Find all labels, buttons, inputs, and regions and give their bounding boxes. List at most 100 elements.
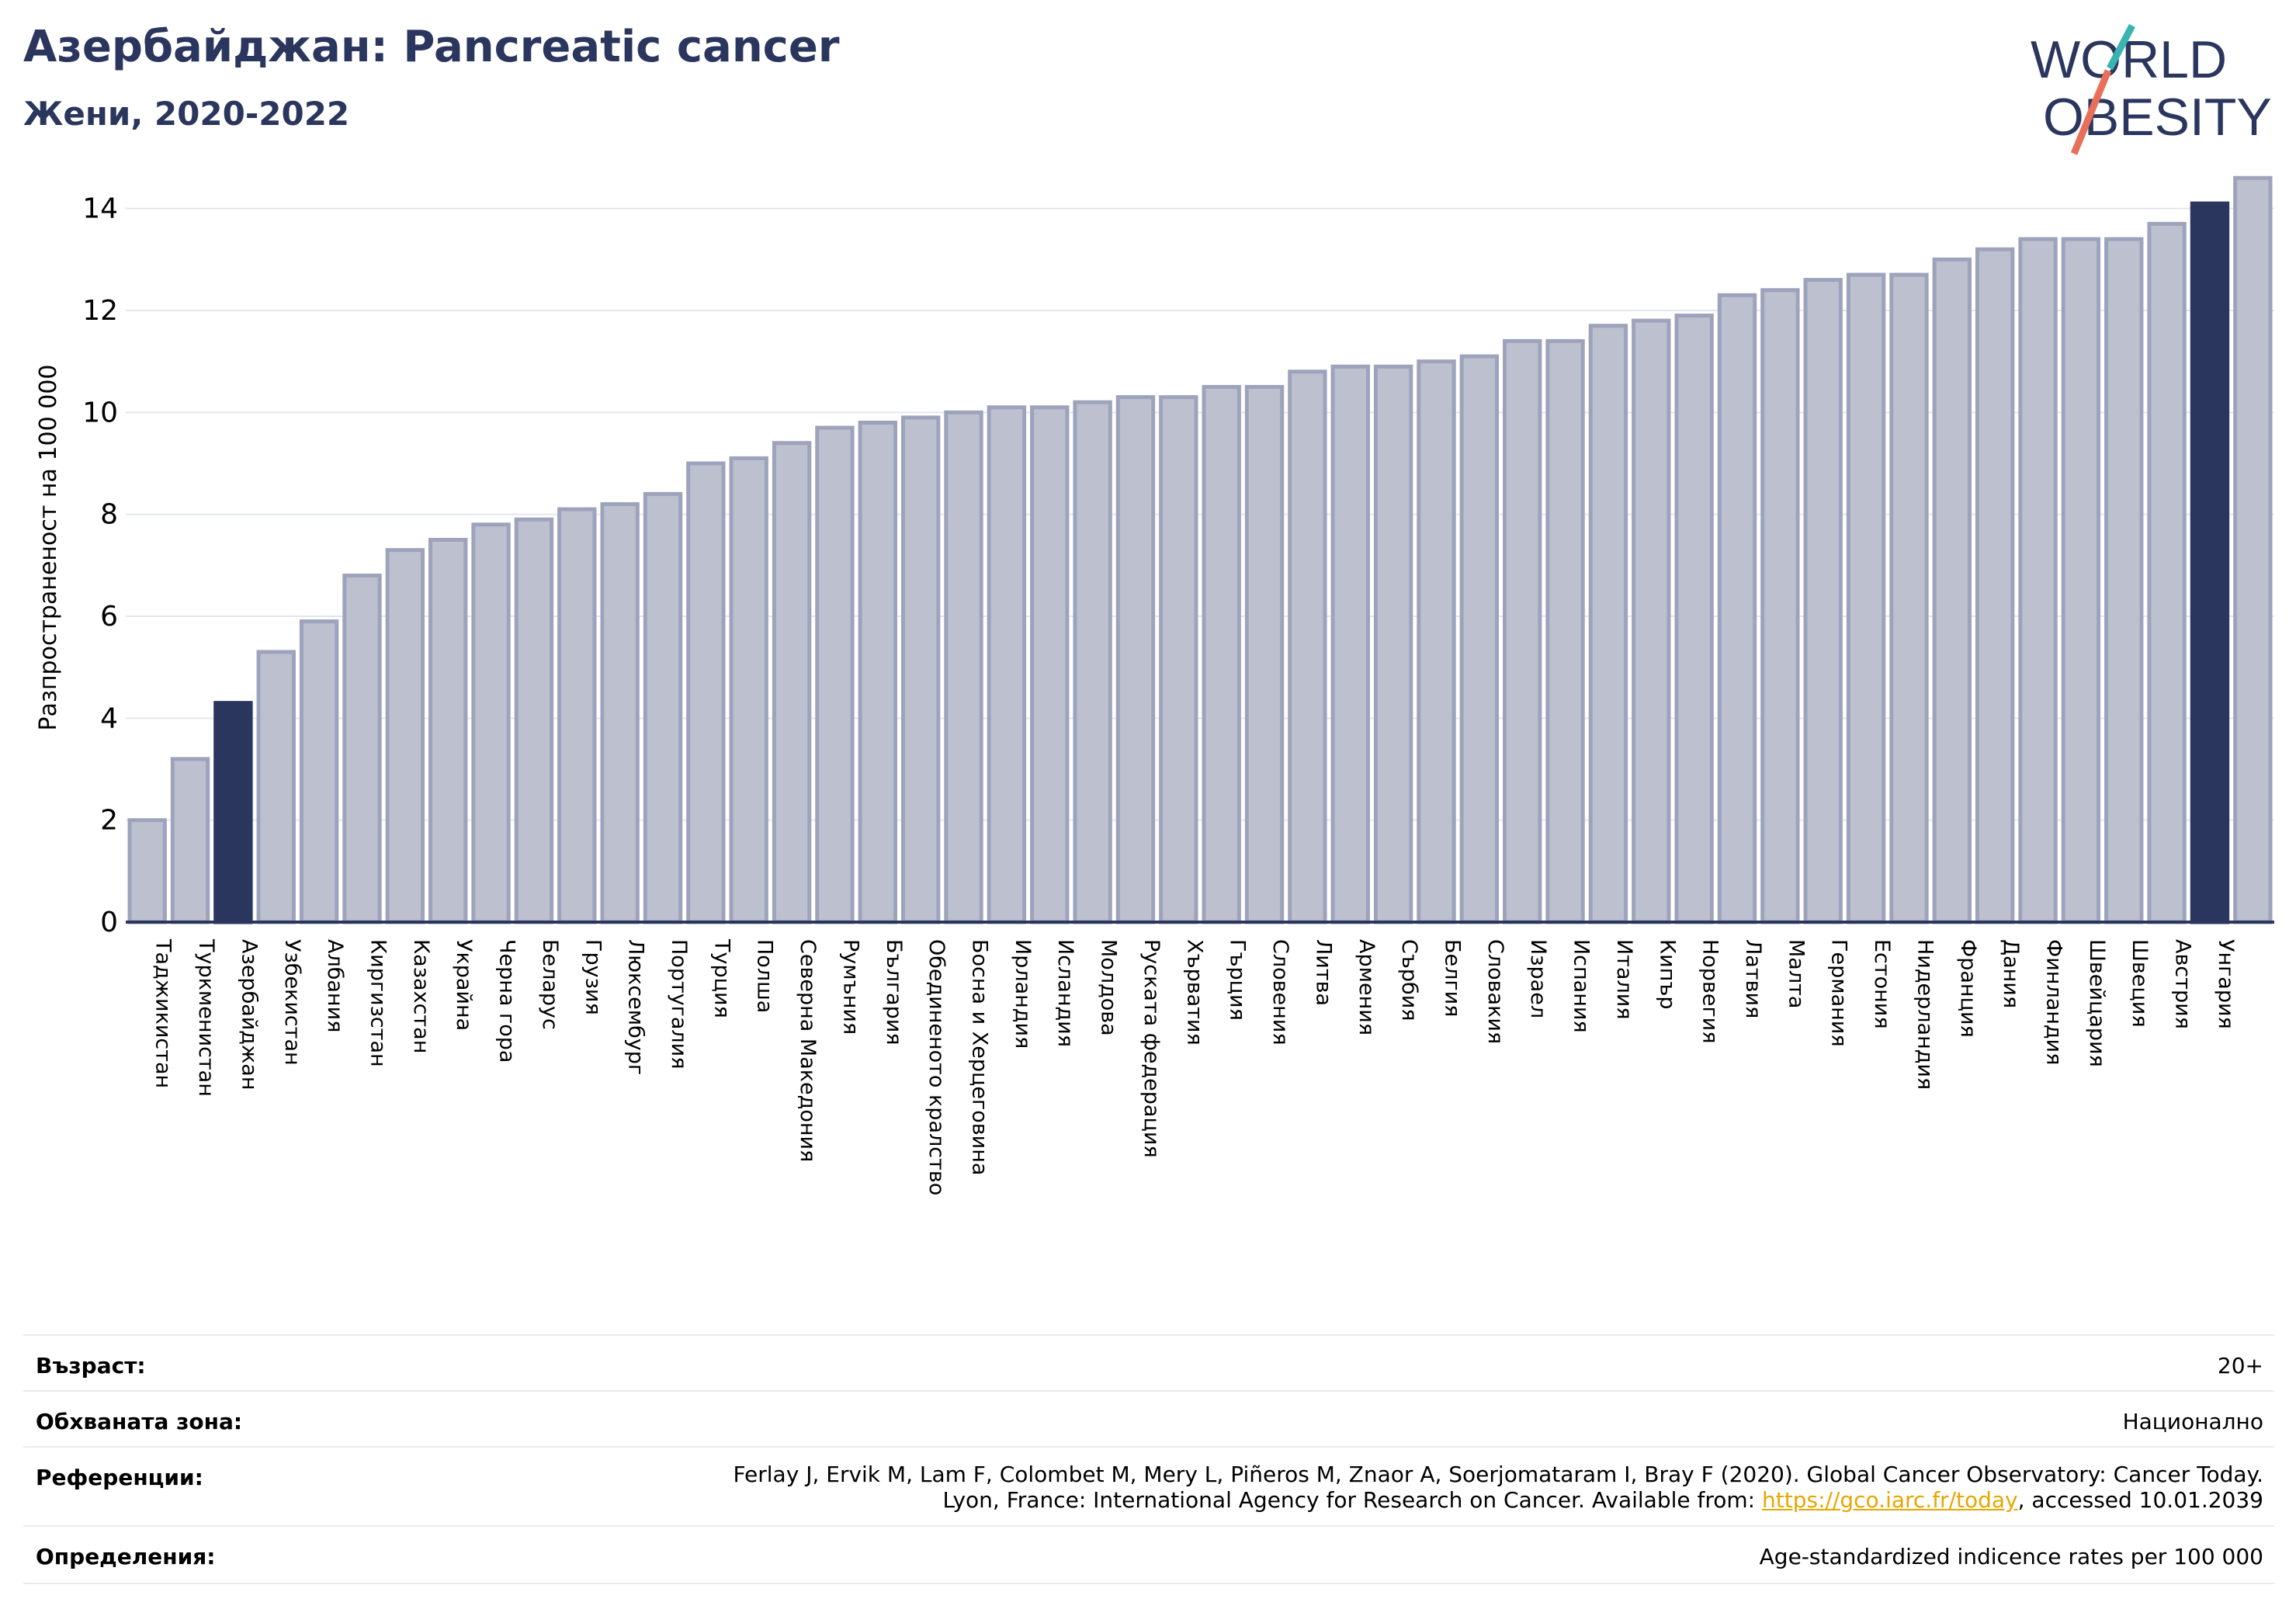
bar bbox=[1417, 359, 1456, 924]
x-tick-label: Естония bbox=[1870, 939, 1894, 1029]
bar bbox=[600, 502, 640, 924]
bar bbox=[170, 757, 210, 924]
x-tick-label: Исландия bbox=[1053, 939, 1077, 1047]
x-tick-label: Германия bbox=[1827, 939, 1851, 1047]
page-title: Азербайджан: Pancreatic cancer bbox=[23, 22, 840, 72]
references-line2-pre: Lyon, France: International Agency for R… bbox=[942, 1487, 1762, 1513]
x-tick-label: Туркменистан bbox=[194, 938, 218, 1097]
bar bbox=[299, 619, 339, 924]
bar bbox=[256, 650, 296, 924]
age-label: Възраст: bbox=[36, 1353, 146, 1379]
x-tick-label: Беларус bbox=[538, 939, 562, 1030]
y-tick-label: 2 bbox=[100, 805, 118, 837]
bar bbox=[815, 425, 855, 924]
x-tick-label: Сърбия bbox=[1397, 939, 1421, 1021]
bar bbox=[1760, 288, 1800, 924]
bar bbox=[1288, 369, 1327, 924]
x-tick-label: Кипър bbox=[1655, 939, 1679, 1010]
x-tick-label: Италия bbox=[1612, 939, 1636, 1020]
x-tick-label: Ирландия bbox=[1011, 939, 1035, 1049]
bar bbox=[1889, 272, 1929, 924]
x-tick-label: Испания bbox=[1569, 939, 1594, 1033]
x-tick-label: Португалия bbox=[667, 939, 691, 1069]
bar bbox=[2018, 237, 2058, 924]
bar bbox=[2061, 237, 2101, 924]
bar bbox=[1674, 314, 1714, 924]
bar bbox=[127, 818, 167, 924]
references-line1: Ferlay J, Ervik M, Lam F, Colombet M, Me… bbox=[733, 1462, 2263, 1487]
x-tick-label: Азербайджан bbox=[237, 939, 261, 1091]
x-axis-labels: Таджикистан Туркменистан Азербайджан Узбеки… bbox=[151, 938, 2238, 1195]
x-tick-label: Украйна bbox=[452, 939, 476, 1031]
definitions-label: Определения: bbox=[36, 1544, 216, 1569]
world-obesity-logo: WORLD OBESITY bbox=[2031, 23, 2272, 155]
y-tick-label: 12 bbox=[82, 295, 118, 327]
bar bbox=[729, 456, 768, 924]
x-tick-label: Хърватия bbox=[1182, 939, 1206, 1046]
bar bbox=[1632, 318, 1671, 924]
x-tick-label: Норвегия bbox=[1698, 939, 1722, 1043]
bar bbox=[1202, 385, 1241, 924]
bar bbox=[1030, 405, 1070, 924]
x-tick-label: Дания bbox=[1999, 939, 2023, 1008]
bar bbox=[342, 573, 382, 924]
bar bbox=[1459, 354, 1500, 924]
x-tick-label: Обединеното кралство bbox=[924, 939, 949, 1195]
x-tick-label: Румъния bbox=[838, 939, 862, 1035]
bar bbox=[1932, 257, 1972, 924]
y-tick-label: 4 bbox=[100, 702, 118, 734]
bar bbox=[858, 420, 897, 924]
bar bbox=[1244, 385, 1285, 924]
references-value: Ferlay J, Ervik M, Lam F, Colombet M, Me… bbox=[733, 1462, 2263, 1513]
y-axis-label: Разпространеност на 100 000 bbox=[35, 365, 62, 731]
x-tick-label: Финландия bbox=[2042, 939, 2066, 1065]
meta-row-definitions: Определения: Age-standardized indicence … bbox=[23, 1525, 2274, 1584]
bar bbox=[2104, 237, 2144, 924]
x-tick-label: Израел bbox=[1526, 939, 1550, 1018]
bar bbox=[213, 701, 253, 924]
meta-row-references: Референции: Ferlay J, Ervik M, Lam F, Co… bbox=[23, 1446, 2274, 1525]
x-tick-label: Узбекистан bbox=[280, 939, 304, 1066]
page-subtitle: Жени, 2020-2022 bbox=[23, 95, 350, 133]
x-tick-label: Словакия bbox=[1483, 939, 1507, 1044]
logo-line1: WORLD bbox=[2031, 30, 2227, 89]
bar bbox=[471, 522, 511, 924]
definitions-value: Age-standardized indicence rates per 100… bbox=[1759, 1544, 2263, 1569]
bar bbox=[385, 548, 425, 924]
x-tick-label: Малта bbox=[1784, 939, 1808, 1008]
bar bbox=[428, 538, 468, 924]
x-tick-label: Черна гора bbox=[495, 939, 519, 1063]
bar bbox=[2190, 201, 2230, 924]
x-tick-label: Латвия bbox=[1741, 939, 1765, 1018]
bar bbox=[900, 415, 941, 924]
y-tick-label: 6 bbox=[100, 601, 118, 633]
x-tick-label: Киргизстан bbox=[366, 939, 390, 1067]
references-label: Референции: bbox=[36, 1465, 203, 1490]
x-tick-label: Албания bbox=[323, 939, 347, 1032]
bar bbox=[1717, 293, 1757, 924]
references-link[interactable]: https://gco.iarc.fr/today bbox=[1762, 1487, 2018, 1513]
logo-slash-teal bbox=[2107, 23, 2135, 71]
x-tick-label: България bbox=[882, 939, 906, 1046]
x-tick-label: Словения bbox=[1268, 939, 1292, 1046]
bar bbox=[1373, 364, 1413, 924]
bar bbox=[686, 461, 726, 924]
x-tick-label: Нидерландия bbox=[1913, 939, 1937, 1090]
bar bbox=[944, 410, 983, 924]
x-tick-label: Северна Македония bbox=[796, 939, 820, 1162]
x-tick-label: Армения bbox=[1354, 939, 1379, 1035]
bar bbox=[1588, 324, 1628, 924]
x-tick-label: Литва bbox=[1311, 939, 1335, 1006]
x-tick-label: Казахстан bbox=[409, 939, 433, 1053]
x-tick-label: Франция bbox=[1956, 939, 1980, 1038]
x-tick-label: Люксембург bbox=[624, 939, 648, 1075]
x-tick-label: Полша bbox=[753, 939, 777, 1013]
meta-row-area: Обхваната зона: Национално bbox=[23, 1390, 2274, 1446]
meta-row-age: Възраст: 20+ bbox=[23, 1334, 2274, 1390]
bar bbox=[1073, 400, 1112, 924]
area-value: Национално bbox=[2122, 1409, 2263, 1434]
x-tick-label: Таджикистан bbox=[151, 938, 175, 1088]
area-label: Обхваната зона: bbox=[36, 1409, 243, 1434]
bar bbox=[643, 491, 683, 924]
bar bbox=[1803, 278, 1843, 924]
